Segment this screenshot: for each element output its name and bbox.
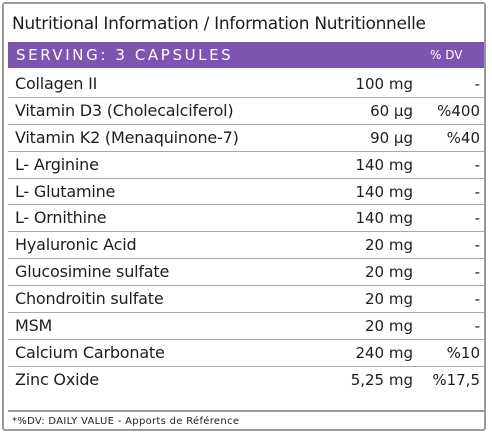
panel-title: Nutritional Information / Information Nu…	[12, 14, 426, 34]
nutrient-row: Hyaluronic Acid 20 mg -	[8, 232, 484, 260]
nutrient-daily-value: -	[474, 317, 480, 336]
nutrient-amount: 60 μg	[370, 101, 413, 120]
nutrient-daily-value: -	[474, 182, 480, 201]
nutrient-name: Zinc Oxide	[15, 369, 99, 389]
nutrient-daily-value: -	[474, 263, 480, 282]
nutrient-row: MSM 20 mg -	[8, 313, 484, 340]
nutrient-daily-value: %10	[446, 343, 480, 362]
nutrient-daily-value: -	[474, 209, 480, 228]
nutrient-row: Chondroitin sulfate 20 mg -	[8, 286, 484, 314]
nutrient-table: Collagen II 100 mg - Vitamin D3 (Choleca…	[8, 71, 484, 397]
nutrient-name: Vitamin D3 (Cholecalciferol)	[15, 100, 234, 120]
footnote-divider	[8, 410, 484, 412]
nutrient-row: Vitamin D3 (Cholecalciferol) 60 μg %400	[8, 98, 484, 125]
nutrient-row: L- Ornithine 140 mg -	[8, 205, 484, 233]
nutrient-name: Vitamin K2 (Menaquinone-7)	[15, 127, 239, 147]
nutrient-name: Glucosimine sulfate	[15, 262, 170, 282]
nutrient-name: Hyaluronic Acid	[15, 235, 137, 255]
nutrient-daily-value: %40	[446, 128, 480, 147]
nutrient-row: Calcium Carbonate 240 mg %10	[8, 340, 484, 367]
nutrient-amount: 90 μg	[370, 128, 413, 147]
nutrient-amount: 240 mg	[355, 343, 413, 362]
nutrient-amount: 140 mg	[355, 209, 413, 228]
nutrient-row: Glucosimine sulfate 20 mg -	[8, 259, 484, 287]
nutrition-facts-panel: Nutritional Information / Information Nu…	[2, 2, 486, 431]
nutrient-daily-value: -	[474, 75, 480, 93]
nutrient-daily-value: -	[474, 290, 480, 309]
nutrient-amount: 20 mg	[365, 317, 413, 336]
nutrient-name: L- Arginine	[15, 154, 99, 174]
nutrient-name: Chondroitin sulfate	[15, 289, 164, 309]
daily-value-column-header: % DV	[430, 48, 463, 62]
nutrient-row: Collagen II 100 mg -	[8, 71, 484, 98]
nutrient-row: L- Glutamine 140 mg -	[8, 179, 484, 206]
nutrient-daily-value: %400	[437, 101, 480, 120]
serving-size-label: SERVING: 3 CAPSULES	[16, 46, 234, 64]
nutrient-amount: 100 mg	[355, 75, 413, 93]
nutrient-amount: 140 mg	[355, 155, 413, 174]
nutrient-name: Collagen II	[15, 74, 98, 93]
nutrient-amount: 140 mg	[355, 182, 413, 201]
nutrient-amount: 20 mg	[365, 236, 413, 255]
nutrient-name: L- Ornithine	[15, 208, 107, 228]
nutrient-row: Vitamin K2 (Menaquinone-7) 90 μg %40	[8, 125, 484, 152]
nutrient-name: L- Glutamine	[15, 181, 116, 201]
nutrient-daily-value: %17,5	[432, 370, 480, 389]
nutrient-amount: 5,25 mg	[350, 370, 413, 389]
nutrient-name: Calcium Carbonate	[15, 342, 165, 362]
nutrient-daily-value: -	[474, 236, 480, 255]
nutrient-daily-value: -	[474, 155, 480, 174]
nutrient-amount: 20 mg	[365, 263, 413, 282]
nutrient-amount: 20 mg	[365, 290, 413, 309]
nutrient-name: MSM	[15, 316, 53, 336]
nutrient-row: L- Arginine 140 mg -	[8, 152, 484, 179]
daily-value-footnote: *%DV: DAILY VALUE - Apports de Référence	[12, 416, 240, 427]
nutrient-row: Zinc Oxide 5,25 mg %17,5	[8, 367, 484, 397]
serving-header-bar: SERVING: 3 CAPSULES % DV	[8, 42, 484, 68]
